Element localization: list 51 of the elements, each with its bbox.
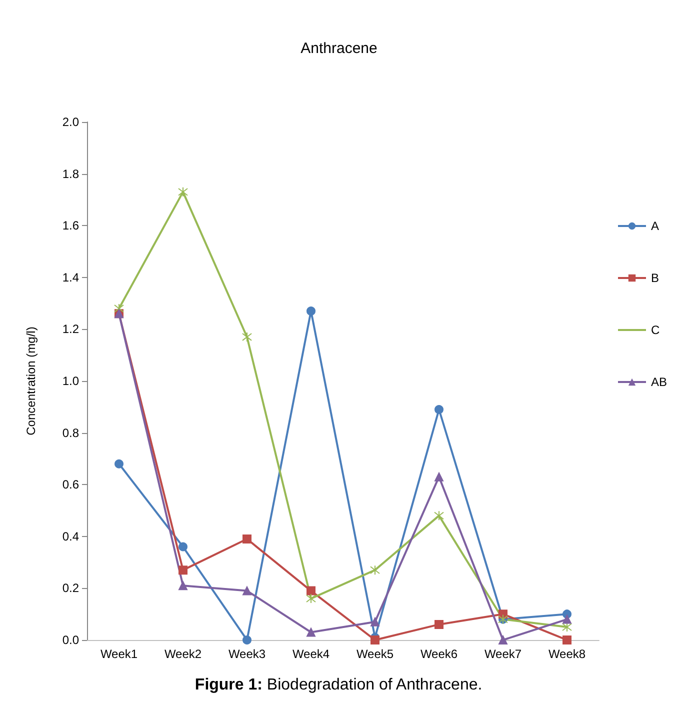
point bbox=[178, 581, 188, 590]
point bbox=[562, 622, 572, 632]
x-tick-label: Week8 bbox=[548, 647, 586, 661]
point bbox=[178, 566, 188, 575]
point bbox=[242, 332, 252, 342]
y-tick-label: 2.0 bbox=[62, 115, 80, 129]
point bbox=[562, 636, 572, 644]
point bbox=[178, 186, 188, 197]
y-tick-label: 0.2 bbox=[62, 581, 80, 596]
point bbox=[370, 636, 380, 644]
point bbox=[242, 534, 252, 544]
point bbox=[178, 542, 188, 552]
point bbox=[242, 586, 252, 596]
y-tick-label: 0.6 bbox=[62, 478, 80, 492]
y-tick-label: 1.0 bbox=[62, 374, 80, 388]
y-tick-label: 0.4 bbox=[62, 529, 80, 544]
chart-title: Anthracene bbox=[300, 40, 378, 57]
y-tick-label: 1.6 bbox=[62, 218, 80, 233]
point bbox=[562, 614, 572, 624]
point bbox=[306, 628, 316, 637]
point bbox=[114, 459, 124, 468]
caption: Figure 1: Biodegradation of Anthracene. bbox=[194, 676, 482, 694]
legend-label: AB bbox=[651, 375, 668, 389]
point bbox=[370, 565, 380, 576]
legend-label: C bbox=[651, 323, 660, 337]
y-tick-label: 1.4 bbox=[62, 270, 80, 284]
point bbox=[370, 617, 380, 626]
x-tick-label: Week7 bbox=[484, 647, 522, 661]
point bbox=[114, 303, 124, 314]
legend-label: A bbox=[651, 219, 660, 233]
y-tick-label: 1.2 bbox=[62, 322, 80, 336]
y-tick-label: 1.8 bbox=[62, 166, 80, 181]
x-tick-label: Week5 bbox=[356, 647, 394, 661]
x-tick-label: Week1 bbox=[100, 647, 138, 661]
point bbox=[306, 306, 316, 316]
y-axis-title: Concentration (mg/l) bbox=[24, 326, 38, 436]
point bbox=[306, 586, 316, 596]
x-tick-label: Week2 bbox=[164, 647, 202, 661]
x-tick-label: Week4 bbox=[292, 647, 330, 661]
point bbox=[434, 404, 444, 414]
y-tick-label: 0.0 bbox=[62, 633, 80, 647]
point bbox=[306, 594, 316, 604]
point bbox=[434, 510, 444, 521]
y-tick-label: 0.8 bbox=[62, 426, 80, 440]
point bbox=[434, 620, 444, 629]
point bbox=[434, 472, 444, 482]
x-tick-label: Week6 bbox=[420, 647, 458, 661]
x-tick-label: Week3 bbox=[228, 647, 266, 661]
point bbox=[242, 636, 252, 644]
legend-label: B bbox=[651, 271, 660, 285]
point bbox=[498, 636, 508, 644]
